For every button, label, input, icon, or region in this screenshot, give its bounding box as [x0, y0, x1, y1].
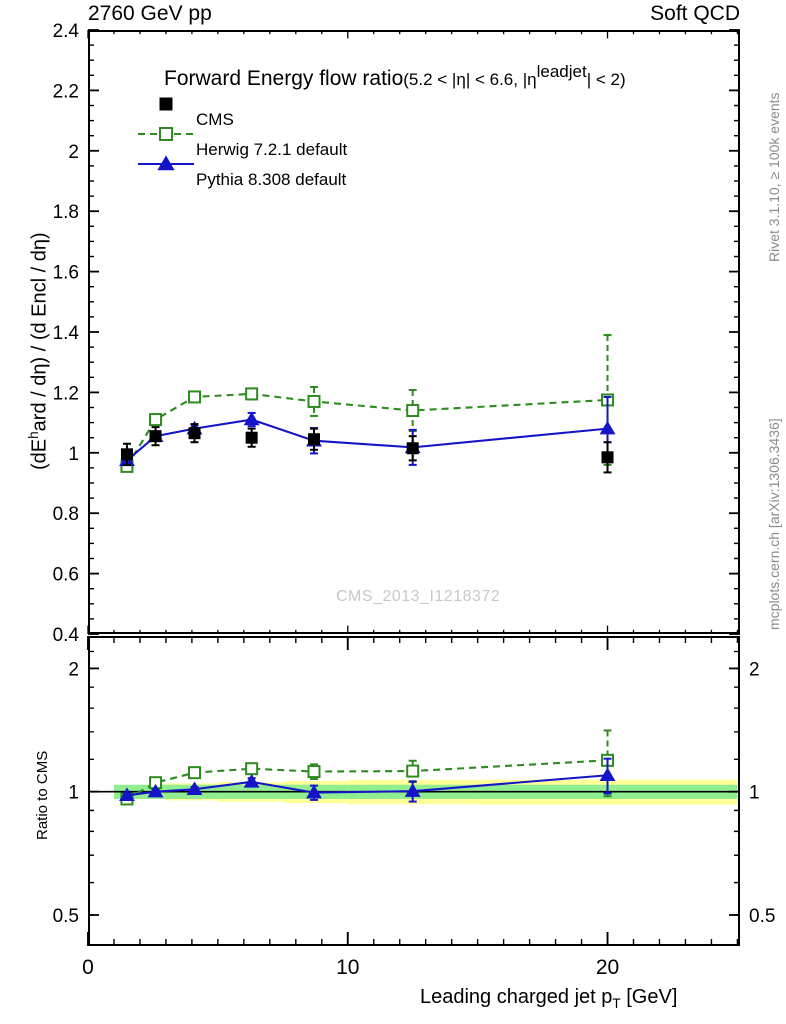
- marker-open-square: [406, 764, 420, 778]
- marker-open-square: [188, 766, 202, 780]
- marker-filled-triangle: [599, 420, 616, 435]
- marker-filled-triangle: [186, 781, 203, 795]
- marker-filled-square: [159, 97, 173, 111]
- ratio-y-axis-tick-label: 0.5: [749, 906, 775, 927]
- plot-title-eta-2: η: [527, 70, 537, 89]
- marker-filled-triangle: [599, 767, 616, 781]
- legend-label-herwig: Herwig 7.2.1 default: [196, 140, 348, 159]
- ratio-y-axis-tick-label: 0.5: [53, 906, 79, 927]
- marker-filled-square: [307, 433, 320, 446]
- x-axis-tick-label: 0: [82, 956, 94, 979]
- marker-filled-triangle: [147, 783, 164, 798]
- plot-title: Forward Energy flow ratio(5.2 < |η| < 6.…: [164, 62, 626, 91]
- x-axis-tick-label: 20: [596, 956, 619, 979]
- analysis-watermark: CMS_2013_I1218372: [336, 588, 501, 605]
- plot-title-main: Forward Energy flow ratio: [164, 67, 404, 90]
- main-panel-line-pythia: [126, 418, 608, 462]
- main-y-axis-tick-label: 2.2: [53, 81, 79, 102]
- main-y-axis-tick-label: 2: [68, 142, 79, 163]
- legend-label-pythia: Pythia 8.308 default: [196, 170, 347, 189]
- marker-filled-triangle: [157, 155, 175, 171]
- main-y-axis-tick-label: 1.6: [53, 263, 79, 284]
- marker-open-square: [245, 387, 259, 401]
- marker-filled-square: [601, 451, 614, 464]
- ratio-y-axis-tick-label: 2: [749, 659, 760, 680]
- ratio-y-axis-tick-label: 1: [68, 783, 79, 804]
- x-axis-label: Leading charged jet pT [GeV]: [420, 986, 677, 1011]
- plot-title-cut-b: | < 6.6, |: [465, 70, 528, 89]
- main-y-axis-tick-label: 2.4: [53, 21, 80, 42]
- ratio-y-axis-tick-label: 2: [68, 659, 79, 680]
- main-y-axis-tick-label: 0.4: [53, 625, 80, 646]
- header-left: 2760 GeV pp: [88, 2, 212, 25]
- marker-open-square: [307, 394, 321, 408]
- main-y-axis-tick-label: 1: [68, 444, 79, 465]
- x-axis-label-unit: [GeV]: [620, 986, 678, 1008]
- main-y-axis-tick-label: 1.8: [53, 202, 79, 223]
- marker-filled-square: [149, 430, 162, 443]
- x-axis-label-subscript: T: [612, 996, 621, 1011]
- marker-filled-square: [406, 442, 419, 455]
- main-y-axis-tick-label: 0.8: [53, 504, 79, 525]
- marker-filled-square: [120, 448, 133, 461]
- legend-label-cms: CMS: [196, 110, 234, 129]
- plot-title-cut-a: (5.2 < |: [403, 70, 457, 89]
- header-right: Soft QCD: [650, 2, 740, 25]
- marker-open-square: [406, 404, 420, 418]
- main-y-axis-tick-label: 1.2: [53, 383, 79, 404]
- marker-open-square: [245, 762, 259, 776]
- main-y-axis-tick-label: 0.6: [53, 565, 79, 586]
- marker-open-square: [159, 127, 173, 141]
- x-axis-label-main: Leading charged jet p: [420, 986, 613, 1008]
- marker-filled-square: [245, 431, 258, 444]
- marker-filled-triangle: [243, 773, 260, 788]
- plot-title-eta-1: η: [456, 70, 466, 89]
- marker-open-square: [307, 765, 321, 779]
- marker-filled-triangle: [119, 787, 135, 802]
- marker-filled-triangle: [306, 784, 322, 799]
- ratio-y-axis-tick-label: 1: [749, 783, 760, 804]
- plot-title-superscript: leadjet: [536, 62, 587, 81]
- marker-filled-triangle: [404, 783, 421, 797]
- marker-open-square: [188, 390, 202, 404]
- marker-filled-triangle: [243, 411, 260, 426]
- x-axis-tick-label: 10: [336, 956, 359, 979]
- marker-filled-square: [188, 427, 201, 440]
- main-y-axis-tick-label: 1.4: [53, 323, 80, 344]
- marker-open-square: [149, 413, 163, 427]
- plot-title-cut-c: | < 2): [586, 70, 626, 89]
